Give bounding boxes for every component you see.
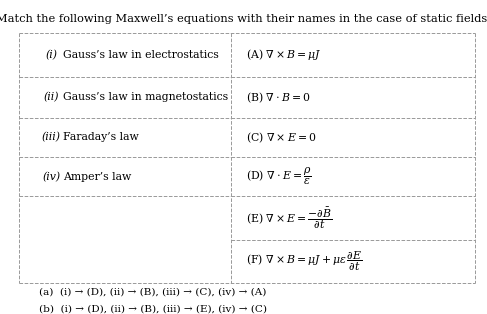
Text: (B) $\nabla \cdot B = 0$: (B) $\nabla \cdot B = 0$ bbox=[246, 90, 311, 105]
Text: (E) $\nabla \times E = \dfrac{-\partial\bar{B}}{\partial t}$: (E) $\nabla \times E = \dfrac{-\partial\… bbox=[246, 205, 333, 231]
Text: (b)  (i) → (D), (ii) → (B), (iii) → (E), (iv) → (C): (b) (i) → (D), (ii) → (B), (iii) → (E), … bbox=[39, 305, 267, 314]
Text: Gauss’s law in electrostatics: Gauss’s law in electrostatics bbox=[63, 50, 219, 60]
Text: Match the following Maxwell’s equations with their names in the case of static f: Match the following Maxwell’s equations … bbox=[0, 14, 487, 24]
Text: (iii): (iii) bbox=[41, 132, 61, 143]
Text: (iv): (iv) bbox=[42, 171, 60, 182]
Text: (F) $\nabla \times B = \mu J + \mu\varepsilon\,\dfrac{\partial E}{\partial t}$: (F) $\nabla \times B = \mu J + \mu\varep… bbox=[246, 250, 362, 273]
Text: (ii): (ii) bbox=[43, 92, 59, 102]
Text: (A) $\nabla \times B = \mu J$: (A) $\nabla \times B = \mu J$ bbox=[246, 47, 322, 62]
Text: Gauss’s law in magnetostatics: Gauss’s law in magnetostatics bbox=[63, 92, 228, 102]
Text: (C) $\nabla \times E = 0$: (C) $\nabla \times E = 0$ bbox=[246, 130, 317, 145]
Text: (a)  (i) → (D), (ii) → (B), (iii) → (C), (iv) → (A): (a) (i) → (D), (ii) → (B), (iii) → (C), … bbox=[39, 287, 266, 296]
Text: Amper’s law: Amper’s law bbox=[63, 172, 131, 181]
Text: (i): (i) bbox=[45, 50, 57, 60]
Text: Faraday’s law: Faraday’s law bbox=[63, 133, 139, 142]
Text: (D) $\nabla \cdot E = \dfrac{\rho}{\varepsilon}$: (D) $\nabla \cdot E = \dfrac{\rho}{\vare… bbox=[246, 166, 312, 187]
